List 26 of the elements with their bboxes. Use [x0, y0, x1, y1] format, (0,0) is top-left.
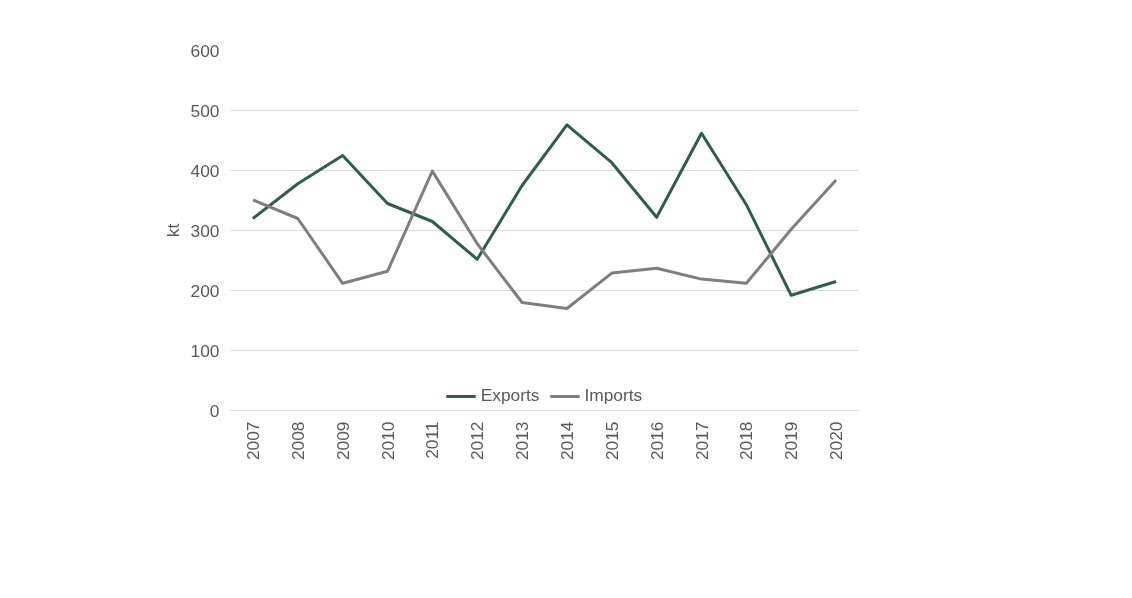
- legend-label: Exports: [480, 385, 540, 406]
- y-tick-label: 100: [190, 340, 220, 361]
- x-tick-label: 2015: [601, 421, 622, 461]
- x-tick-label: 2019: [781, 421, 802, 461]
- line-series: [251, 123, 838, 297]
- x-tick-label: 2016: [646, 421, 667, 461]
- x-tick-label: 2014: [556, 421, 577, 461]
- x-tick-label: 2011: [422, 421, 443, 459]
- x-tick-label: 2017: [691, 421, 712, 461]
- y-tick-label: 600: [190, 40, 220, 61]
- x-tick-label: 2009: [332, 421, 353, 461]
- x-tick-label: 2007: [242, 421, 263, 461]
- y-tick-label: 500: [190, 100, 220, 121]
- legend-label: Imports: [584, 385, 643, 406]
- y-tick-label: 0: [209, 400, 220, 421]
- x-tick-label: 2013: [512, 421, 533, 461]
- x-tick-label: 2020: [826, 421, 847, 461]
- line-series: [251, 169, 838, 310]
- x-tick-label: 2010: [377, 421, 398, 461]
- y-tick-label: 200: [190, 280, 220, 301]
- y-axis-title: kt: [162, 223, 183, 238]
- x-tick-label: 2012: [467, 421, 488, 461]
- x-tick-label: 2018: [736, 421, 757, 461]
- y-tick-label: 400: [190, 160, 220, 181]
- y-tick-label: 300: [190, 220, 220, 241]
- x-tick-label: 2008: [287, 421, 308, 461]
